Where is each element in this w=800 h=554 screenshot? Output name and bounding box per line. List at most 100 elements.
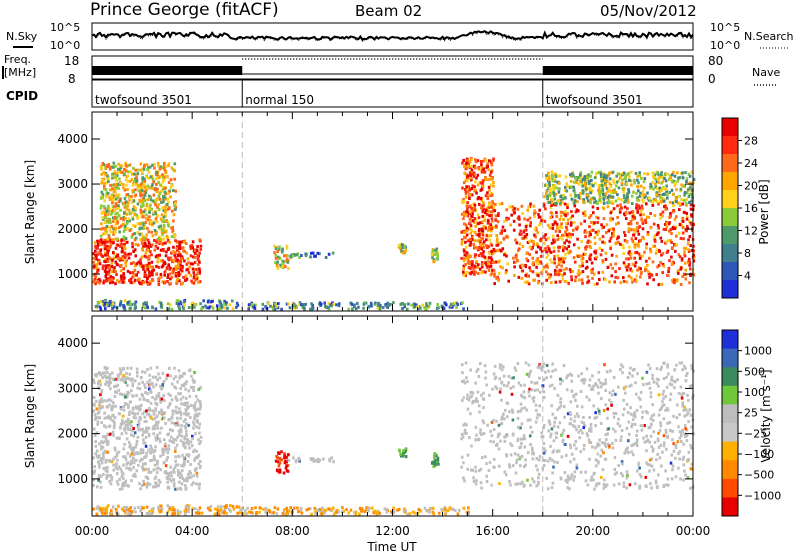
scatter-cell <box>551 234 555 238</box>
scatter-cell <box>112 468 115 472</box>
scatter-cell <box>554 203 558 207</box>
scatter-cell <box>107 270 110 274</box>
scatter-cell <box>94 275 98 279</box>
scatter-cell <box>164 210 167 214</box>
scatter-cell <box>188 476 191 480</box>
scatter-cell <box>486 195 490 199</box>
scatter-cell <box>688 193 691 197</box>
scatter-cell <box>607 173 611 177</box>
scatter-cell <box>117 186 120 190</box>
scatter-cell <box>117 226 121 230</box>
scatter-cell <box>618 176 622 180</box>
scatter-cell <box>570 221 573 225</box>
scatter-cell <box>473 217 477 220</box>
scatter-cell <box>145 301 148 305</box>
scatter-cell <box>292 506 296 510</box>
scatter-cell <box>151 409 155 413</box>
scatter-cell <box>116 220 120 224</box>
scatter-cell <box>182 419 186 423</box>
scatter-cell <box>143 224 147 228</box>
scatter-cell <box>646 172 649 176</box>
scatter-cell <box>584 266 588 270</box>
scatter-cell <box>173 169 176 173</box>
scatter-cell <box>278 461 282 465</box>
scatter-cell <box>148 373 151 377</box>
scatter-cell <box>515 255 518 259</box>
scatter-cell <box>118 487 122 491</box>
scatter-cell <box>638 254 642 258</box>
scatter-cell <box>258 506 262 510</box>
scatter-cell <box>148 512 151 516</box>
scatter-cell <box>138 387 142 391</box>
scatter-cell <box>401 249 404 253</box>
scatter-cell <box>482 245 486 249</box>
scatter-cell <box>129 277 133 281</box>
scatter-cell <box>643 196 646 200</box>
scatter-cell <box>151 222 154 226</box>
scatter-cell <box>606 195 610 199</box>
scatter-cell <box>460 212 464 216</box>
scatter-cell <box>599 170 603 174</box>
scatter-cell <box>192 276 196 280</box>
scatter-cell <box>198 486 201 490</box>
scatter-cell <box>218 512 221 516</box>
scatter-cell <box>641 207 644 211</box>
scatter-cell <box>139 427 142 431</box>
scatter-cell <box>562 268 566 272</box>
scatter-cell <box>112 172 116 176</box>
scatter-cell <box>564 175 568 179</box>
scatter-cell <box>142 210 146 213</box>
scatter-cell <box>627 222 631 225</box>
scatter-cell <box>673 184 677 188</box>
scatter-cell <box>213 512 217 516</box>
scatter-cell <box>122 267 125 271</box>
scatter-cell <box>554 280 558 284</box>
scatter-cell <box>133 238 137 242</box>
scatter-cell <box>688 235 692 238</box>
scatter-cell <box>562 247 565 251</box>
scatter-cell <box>166 433 169 437</box>
scatter-cell <box>194 249 197 252</box>
scatter-cell <box>298 303 301 307</box>
scatter-cell <box>552 203 556 207</box>
scatter-cell <box>188 394 192 398</box>
scatter-cell <box>107 226 111 229</box>
scatter-cell <box>681 226 685 230</box>
scatter-cell <box>113 416 117 420</box>
scatter-cell <box>658 186 662 190</box>
scatter-cell <box>143 383 146 387</box>
scatter-cell <box>249 510 253 514</box>
scatter-cell <box>110 265 114 268</box>
scatter-cell <box>123 225 127 228</box>
scatter-cell <box>303 306 306 310</box>
scatter-cell <box>681 171 684 175</box>
scatter-cell <box>154 409 158 413</box>
scatter-cell <box>560 222 563 226</box>
scatter-cell <box>403 303 407 307</box>
scatter-cell <box>681 275 685 278</box>
cpid-segments: twofsound 3501 normal 150 twofsound 3501 <box>95 80 643 107</box>
scatter-cell <box>187 423 190 427</box>
scatter-cell <box>622 186 626 190</box>
scatter-cell <box>548 181 551 185</box>
scatter-cell <box>125 178 128 182</box>
scatter-cell <box>108 432 112 436</box>
scatter-cell <box>464 192 468 196</box>
scatter-cell <box>374 509 377 513</box>
scatter-cell <box>686 411 690 415</box>
scatter-cell <box>354 307 358 311</box>
scatter-cell <box>583 219 586 223</box>
scatter-cell <box>287 509 291 513</box>
scatter-cell <box>630 269 634 273</box>
scatter-cell <box>113 216 117 219</box>
scatter-cell <box>477 254 481 258</box>
scatter-cell <box>179 416 182 420</box>
scatter-cell <box>154 445 157 449</box>
scatter-cell <box>643 250 646 254</box>
scatter-cell <box>552 238 555 242</box>
scatter-cell <box>599 172 603 176</box>
scatter-cell <box>135 367 139 371</box>
scatter-cell <box>311 251 315 255</box>
scatter-cell <box>575 227 579 231</box>
